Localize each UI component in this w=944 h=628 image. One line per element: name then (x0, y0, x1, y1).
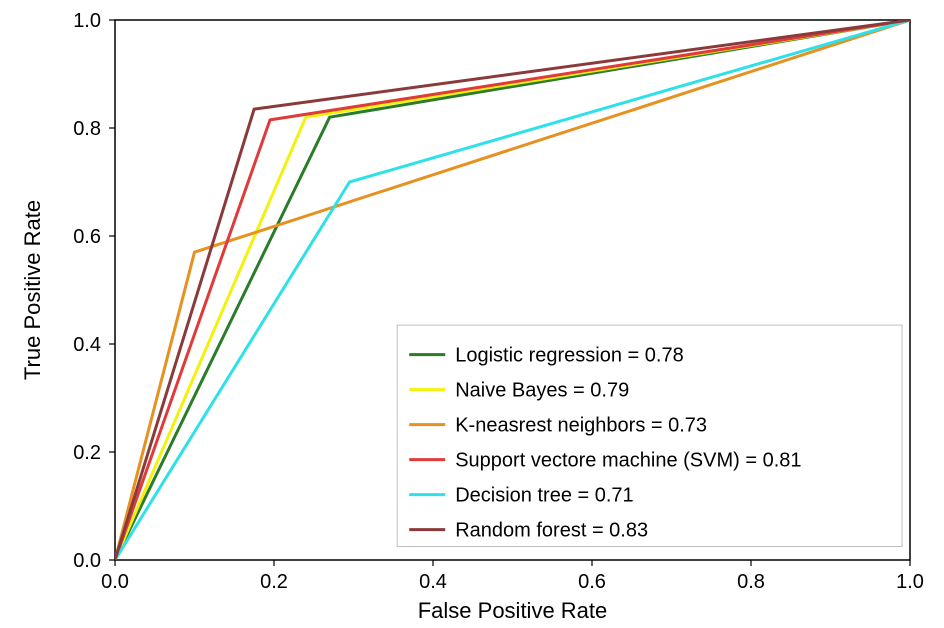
legend: Logistic regression = 0.78 Naive Bayes = … (397, 325, 902, 546)
y-tick-label: 0.2 (73, 442, 101, 464)
legend-label: Decision tree = 0.71 (455, 485, 633, 507)
legend-label: Logistic regression = 0.78 (455, 345, 683, 367)
roc-chart: 0.0 0.2 0.4 0.6 0.8 1.0 0.0 0.2 0.4 0.6 0.8 1.0 Fals… (0, 0, 944, 628)
legend-label: K-neasrest neighbors = 0.73 (455, 415, 707, 437)
x-tick-label: 0.2 (260, 571, 288, 593)
y-axis-label: True Positive Rate (20, 200, 45, 380)
y-tick-label: 0.6 (73, 226, 101, 248)
x-tick-label: 0.0 (101, 571, 129, 593)
legend-label: Naive Bayes = 0.79 (455, 380, 629, 402)
y-tick-label: 1.0 (73, 10, 101, 32)
y-tick-label: 0.4 (73, 334, 101, 356)
legend-label: Random forest = 0.83 (455, 520, 648, 542)
y-tick-label: 0.0 (73, 550, 101, 572)
x-tick-label: 1.0 (896, 571, 924, 593)
x-tick-label: 0.6 (578, 571, 606, 593)
x-axis-label: False Positive Rate (418, 598, 608, 623)
x-tick-label: 0.8 (737, 571, 765, 593)
chart-svg: 0.0 0.2 0.4 0.6 0.8 1.0 0.0 0.2 0.4 0.6 0.8 1.0 Fals… (0, 0, 944, 628)
y-tick-label: 0.8 (73, 118, 101, 140)
x-tick-label: 0.4 (419, 571, 447, 593)
legend-label: Support vectore machine (SVM) = 0.81 (455, 450, 801, 472)
